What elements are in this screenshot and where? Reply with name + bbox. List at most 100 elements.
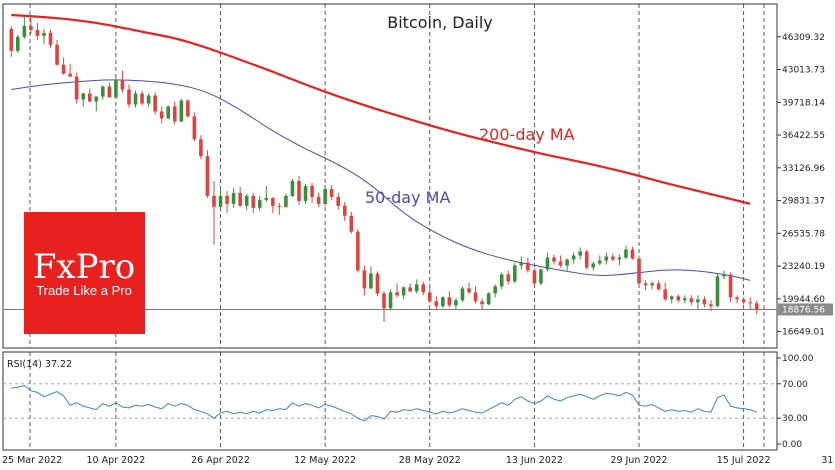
ma50-line [11,79,751,281]
candle [257,195,262,211]
candle [120,70,125,93]
candle-body [735,297,739,300]
y-axis-ticks: 46309.32 43013.73 39718.14 36422.55 33126.96… [777,33,825,338]
y-tick-label: 19944.60 [782,295,825,305]
candle [35,22,40,40]
candle-body [316,196,321,204]
candle-body [199,139,203,157]
candle [87,88,92,103]
candle [624,245,628,260]
candle [42,28,46,44]
candle-body [545,257,550,270]
candle [689,295,694,306]
candle-body [584,251,589,268]
candle [212,180,216,245]
y-tick-label: 36422.55 [782,131,825,141]
candle [401,286,406,300]
candle-body [401,287,406,296]
candle [643,280,648,291]
candle [16,34,20,53]
candle [186,99,190,118]
candle [290,179,295,197]
x-tick-label: 31 Jul 2022 [821,455,835,466]
candle [251,192,256,213]
candle [55,39,59,66]
candle-body [74,76,79,100]
y-tick-label: 26535.78 [782,229,825,239]
candle [199,135,203,160]
candle [414,279,419,294]
candle [486,292,491,306]
fxpro-logo: FxPro Trade Like a Pro [24,212,145,334]
candle-body [127,89,131,105]
candle-body [597,260,602,264]
candle-body [630,249,635,259]
candle-body [702,299,707,305]
y-tick-label: 39718.14 [782,98,825,108]
candle [519,256,524,270]
candle-body [81,93,85,100]
candle-body [231,192,236,204]
candle [22,15,27,39]
price-tag-label: 18876.56 [782,305,825,315]
candle-body [447,297,452,306]
candle [545,252,550,272]
candle-body [342,205,347,216]
candle-body [728,274,733,298]
candle-body [689,298,694,303]
candle [539,268,543,286]
candle [101,85,105,100]
candle-body [427,292,432,302]
candle [552,254,556,265]
candle [656,280,661,291]
candle [630,246,635,260]
candle [238,186,242,207]
candle [369,266,373,290]
candle [709,300,713,312]
candle [683,295,687,304]
candle [454,298,458,310]
candle [421,281,426,296]
candle-body [663,289,667,300]
candle-body [310,185,314,197]
rsi-panel: 100.00 70.00 30.00 0.00 [3,354,814,450]
candle [74,72,79,104]
logo-background [24,212,145,334]
candle [663,282,667,302]
candle [669,295,674,304]
candle-body [493,286,497,294]
candle-body [22,25,27,37]
candle-body [709,304,713,307]
y-tick-label: 46309.32 [782,33,825,43]
candle [597,255,602,266]
candle-body [578,251,582,256]
candle-body [395,292,399,296]
logo-brand-text: FxPro [33,247,135,287]
candle-body [120,79,125,90]
candle-body [244,195,249,206]
candle-body [454,300,458,306]
candle-body [539,269,543,284]
x-tick-label: 25 Mar 2022 [2,455,62,466]
candle-body [486,293,491,305]
rsi-tick-label: 70.00 [782,380,808,390]
candle-body [114,79,118,98]
candle [271,196,275,213]
candle [179,98,184,123]
candle-body [264,197,269,200]
y-tick-label: 23240.19 [782,262,825,272]
chart-title: Bitcoin, Daily [387,13,493,32]
candle-body [271,197,275,206]
rsi-tick-label: 100.00 [782,354,814,364]
candle [192,112,197,142]
candle-body [519,262,524,266]
candle-body [643,283,648,286]
candle-body [94,96,99,102]
x-tick-label: 13 Jun 2022 [506,455,563,466]
candle-body [604,256,609,261]
candle-body [558,261,563,266]
candle-body [9,28,14,51]
candle [447,291,452,308]
candle-body [153,95,157,112]
candle [140,90,144,106]
